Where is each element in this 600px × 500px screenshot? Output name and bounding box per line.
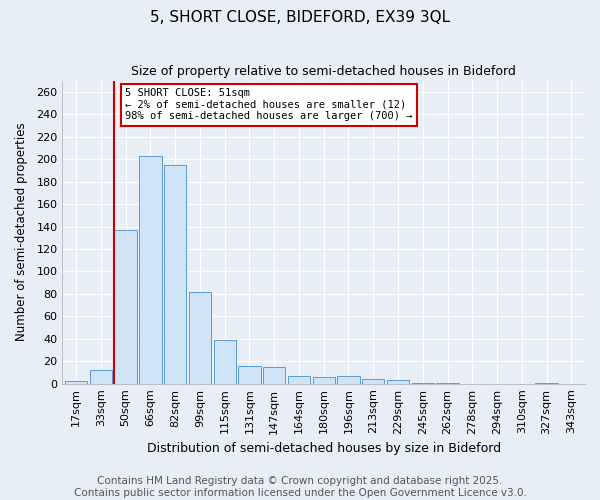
Bar	[387, 380, 409, 384]
Bar	[337, 376, 359, 384]
X-axis label: Distribution of semi-detached houses by size in Bideford: Distribution of semi-detached houses by …	[146, 442, 501, 455]
Bar	[139, 156, 161, 384]
Bar	[436, 382, 458, 384]
Bar	[288, 376, 310, 384]
Title: Size of property relative to semi-detached houses in Bideford: Size of property relative to semi-detach…	[131, 65, 516, 78]
Text: 5, SHORT CLOSE, BIDEFORD, EX39 3QL: 5, SHORT CLOSE, BIDEFORD, EX39 3QL	[150, 10, 450, 25]
Bar	[115, 230, 137, 384]
Y-axis label: Number of semi-detached properties: Number of semi-detached properties	[15, 123, 28, 342]
Bar	[535, 382, 558, 384]
Bar	[238, 366, 260, 384]
Bar	[362, 379, 385, 384]
Bar	[65, 382, 87, 384]
Bar	[214, 340, 236, 384]
Bar	[263, 367, 286, 384]
Bar	[89, 370, 112, 384]
Bar	[412, 382, 434, 384]
Text: Contains HM Land Registry data © Crown copyright and database right 2025.
Contai: Contains HM Land Registry data © Crown c…	[74, 476, 526, 498]
Bar	[313, 377, 335, 384]
Text: 5 SHORT CLOSE: 51sqm
← 2% of semi-detached houses are smaller (12)
98% of semi-d: 5 SHORT CLOSE: 51sqm ← 2% of semi-detach…	[125, 88, 413, 122]
Bar	[164, 165, 186, 384]
Bar	[189, 292, 211, 384]
